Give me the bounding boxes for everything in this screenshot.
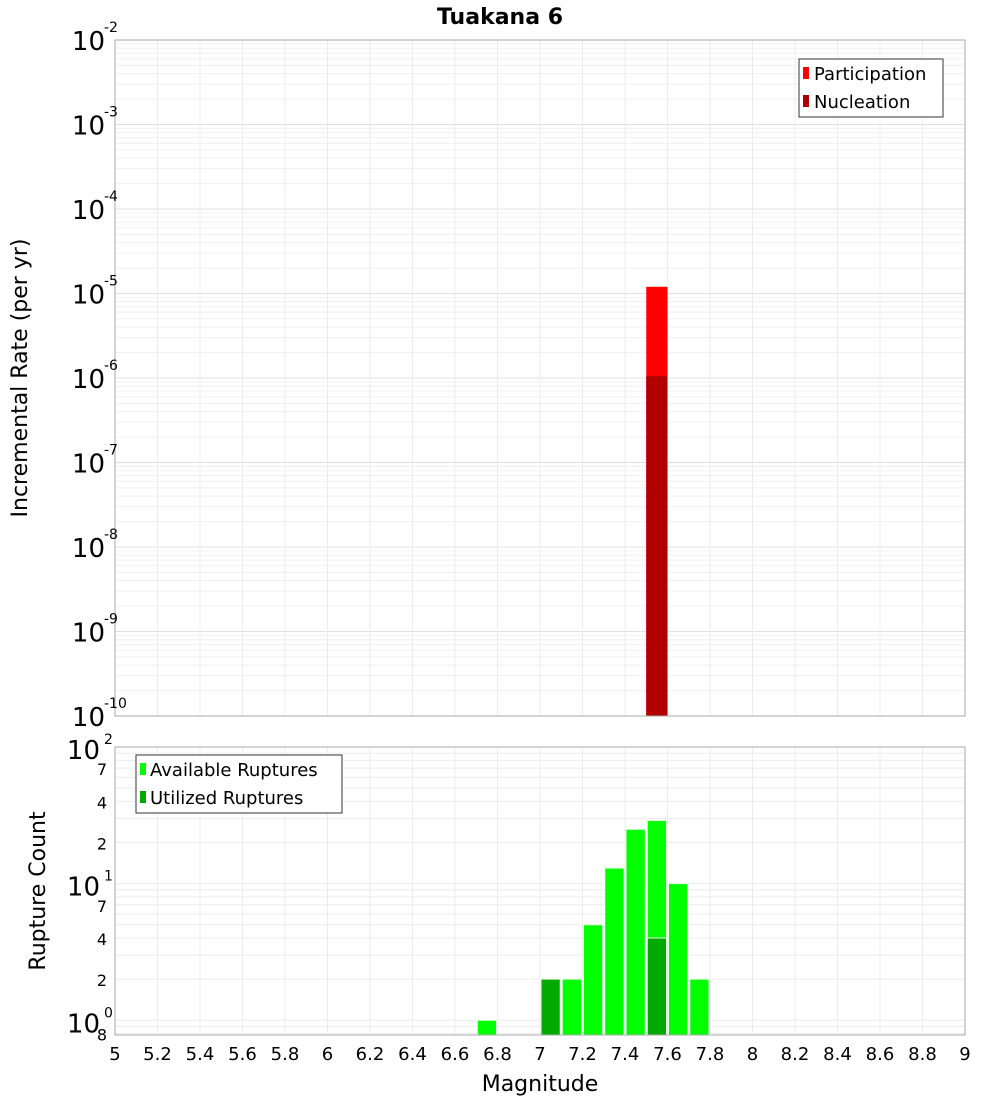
legend-label: Nucleation xyxy=(814,92,910,113)
bar-nucleation xyxy=(646,376,668,716)
x-tick-label: 5.6 xyxy=(228,1044,257,1065)
x-tick-label: 8.2 xyxy=(781,1044,810,1065)
x-tick-label: 6 xyxy=(322,1044,333,1065)
bar-available-ruptures xyxy=(668,883,689,1036)
y-tick-minor-label: 4 xyxy=(97,930,107,949)
x-tick-label: 8.8 xyxy=(908,1044,937,1065)
y-tick-exponent: -5 xyxy=(104,274,118,290)
bar-available-ruptures xyxy=(604,867,625,1036)
legend-swatch xyxy=(803,95,809,107)
x-tick-label: 5.8 xyxy=(271,1044,300,1065)
plot-border-top xyxy=(114,39,966,717)
y-tick-exponent: 0 xyxy=(104,1005,113,1021)
x-tick-label: 5.2 xyxy=(143,1044,172,1065)
y-tick-label: 10 xyxy=(72,196,105,226)
y-tick-minor-label: 7 xyxy=(97,897,107,916)
y-tick-label: 10 xyxy=(72,534,105,564)
y-tick-exponent: -8 xyxy=(104,527,118,543)
y-tick-label: 10 xyxy=(72,112,105,142)
x-axis-label: Magnitude xyxy=(482,1072,599,1097)
legend-bottom xyxy=(135,754,343,814)
y-tick-label: 10 xyxy=(72,703,105,733)
y-tick-label: 10 xyxy=(67,1009,100,1039)
bar-utilized-ruptures xyxy=(646,937,667,1036)
y-tick-exponent: -10 xyxy=(104,696,127,712)
y-tick-exponent: 2 xyxy=(104,732,113,748)
bar-available-ruptures xyxy=(625,828,646,1036)
bar-available-ruptures xyxy=(583,924,604,1036)
legend-swatch xyxy=(803,67,809,79)
x-tick-label: 6.8 xyxy=(483,1044,512,1065)
x-tick-label: 8.4 xyxy=(823,1044,852,1065)
x-tick-label: 6.4 xyxy=(398,1044,427,1065)
x-tick-label: 7.6 xyxy=(653,1044,682,1065)
y-tick-minor-label: 8 xyxy=(97,1025,107,1044)
legend-swatch xyxy=(140,763,146,775)
y-tick-label: 10 xyxy=(72,281,105,311)
y-tick-minor-label: 4 xyxy=(97,793,107,812)
y-tick-exponent: -6 xyxy=(104,358,118,374)
x-tick-label: 5.4 xyxy=(186,1044,215,1065)
y-tick-exponent: -3 xyxy=(104,105,118,121)
legend-label: Utilized Ruptures xyxy=(150,788,303,809)
chart-title: Tuakana 6 xyxy=(437,5,563,30)
plot-border-bottom xyxy=(114,746,966,1036)
y-tick-label: 10 xyxy=(72,619,105,649)
y-axis-label: Rupture Count xyxy=(26,811,51,971)
legend-swatch xyxy=(140,791,146,803)
legend-label: Participation xyxy=(814,64,926,85)
y-tick-label: 10 xyxy=(67,873,100,903)
y-axis-label: Incremental Rate (per yr) xyxy=(8,239,33,518)
bar-utilized-ruptures xyxy=(540,978,561,1036)
x-tick-label: 7 xyxy=(534,1044,545,1065)
bar-available-ruptures xyxy=(689,978,710,1036)
y-tick-label: 10 xyxy=(72,450,105,480)
legend-label: Available Ruptures xyxy=(150,760,318,781)
y-tick-minor-label: 2 xyxy=(97,971,107,990)
y-tick-minor-label: 7 xyxy=(97,760,107,779)
x-tick-label: 7.8 xyxy=(696,1044,725,1065)
x-tick-label: 9 xyxy=(959,1044,970,1065)
x-tick-label: 7.2 xyxy=(568,1044,597,1065)
y-tick-exponent: 1 xyxy=(104,869,113,885)
legend-top xyxy=(798,58,944,118)
x-tick-label: 8 xyxy=(747,1044,758,1065)
bar-available-ruptures xyxy=(476,1019,497,1036)
y-tick-label: 10 xyxy=(72,27,105,57)
y-tick-label: 10 xyxy=(67,736,100,766)
x-tick-label: 7.4 xyxy=(611,1044,640,1065)
x-tick-label: 5 xyxy=(109,1044,120,1065)
y-tick-exponent: -9 xyxy=(104,612,118,628)
bar-available-ruptures xyxy=(561,978,582,1036)
y-tick-minor-label: 2 xyxy=(97,834,107,853)
x-tick-label: 8.6 xyxy=(866,1044,895,1065)
y-tick-label: 10 xyxy=(72,365,105,395)
y-tick-exponent: -4 xyxy=(104,189,118,205)
y-tick-exponent: -7 xyxy=(104,443,118,459)
x-tick-label: 6.6 xyxy=(441,1044,470,1065)
y-tick-exponent: -2 xyxy=(104,20,118,36)
x-tick-label: 6.2 xyxy=(356,1044,385,1065)
